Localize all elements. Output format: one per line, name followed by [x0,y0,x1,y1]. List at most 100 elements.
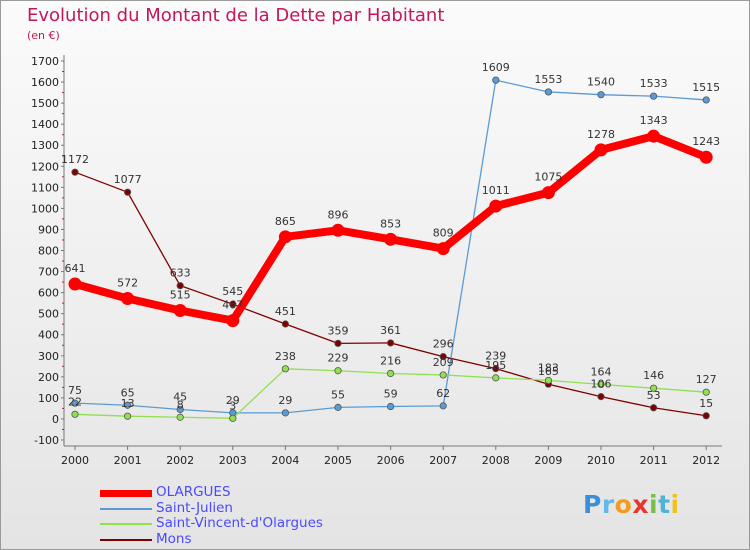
data-point [229,300,237,308]
legend-label: OLARGUES [156,484,231,500]
x-tick-label: 2008 [482,454,510,467]
x-tick-label: 2006 [377,454,405,467]
data-label: 229 [328,352,349,365]
data-point [173,304,187,318]
y-tick-label: 500 [38,308,59,321]
y-tick-label: 200 [38,371,59,384]
logo-letter: i [670,490,680,519]
y-tick-label: 0 [52,413,59,426]
x-tick-label: 2012 [692,454,720,467]
data-label: 1515 [692,81,720,94]
data-label: 296 [433,338,454,351]
data-label: 216 [380,354,401,367]
proxiti-logo: Proxiti [583,490,680,519]
data-point [334,367,342,375]
data-label: 59 [384,388,398,401]
legend-swatch [100,489,152,497]
legend-label: Saint-Julien [156,499,233,516]
data-label: 853 [380,217,401,230]
y-tick-label: 1500 [31,97,59,110]
data-point [386,402,395,411]
data-label: 165 [538,365,559,378]
data-label: 572 [117,277,138,290]
data-point [124,401,132,409]
data-label: 1172 [61,153,89,166]
data-label: 55 [331,388,345,401]
data-label: 146 [643,369,664,382]
x-tick-label: 2003 [219,454,247,467]
data-point [71,168,79,176]
data-point [702,96,710,104]
y-tick-label: 400 [38,329,59,342]
data-label: 29 [226,394,240,407]
data-point [594,143,608,157]
chart-subtitle: (en €) [27,29,60,42]
data-point [71,410,79,418]
data-label: 515 [170,289,191,302]
data-label: 29 [278,394,292,407]
data-label: 8 [177,398,184,411]
y-tick-label: 1100 [31,181,59,194]
data-point [544,88,553,96]
legend-swatch [100,523,152,525]
data-label: 1533 [640,77,668,90]
x-tick-label: 2000 [61,454,89,467]
data-point [71,399,79,407]
data-point [702,412,710,420]
data-point [597,393,605,401]
data-point [649,404,658,412]
legend-swatch [100,507,152,510]
data-point [702,388,710,396]
data-point [439,402,447,410]
x-tick-label: 2002 [166,454,194,467]
data-label: 239 [485,350,506,363]
data-point [124,412,132,420]
data-label: 451 [275,305,296,318]
logo-letter: r [601,490,615,519]
chart-title: Evolution du Montant de la Dette par Hab… [27,5,445,26]
logo-letter: P [583,490,602,519]
data-label: 1011 [482,184,510,197]
data-point [281,409,289,417]
data-label: 15 [699,397,713,410]
logo-letter: x [632,490,649,519]
data-point [386,339,395,347]
data-label: 545 [222,285,243,298]
data-label: 1077 [114,173,142,186]
data-point [699,150,713,164]
data-point [68,277,82,291]
x-tick-label: 2005 [324,454,352,467]
y-tick-label: 300 [38,350,59,363]
x-tick-label: 2007 [429,454,457,467]
data-point [334,339,342,347]
data-point [229,414,237,422]
y-tick-label: 100 [38,392,59,405]
data-point [331,223,345,237]
data-point [439,371,447,379]
data-point [436,242,450,256]
data-point [649,384,658,392]
data-label: 45 [173,390,187,403]
y-tick-label: 1200 [31,160,59,173]
data-label: 183 [538,361,559,374]
data-label: 22 [68,395,82,408]
data-label: 1540 [587,76,615,89]
data-point [597,380,605,389]
data-point [492,76,500,84]
legend-swatch [100,538,152,541]
data-label: 1278 [587,128,615,141]
data-label: 359 [328,324,349,337]
data-point [439,353,447,361]
data-point [281,365,289,373]
data-point [386,369,395,378]
data-point [124,188,132,196]
data-point [384,232,398,246]
y-tick-label: -100 [34,434,59,447]
y-tick-label: 1000 [31,202,59,215]
y-tick-label: 1600 [31,76,59,89]
data-point [334,403,342,411]
data-label: 164 [591,365,612,378]
data-point [278,230,292,244]
y-tick-label: 900 [38,223,59,236]
